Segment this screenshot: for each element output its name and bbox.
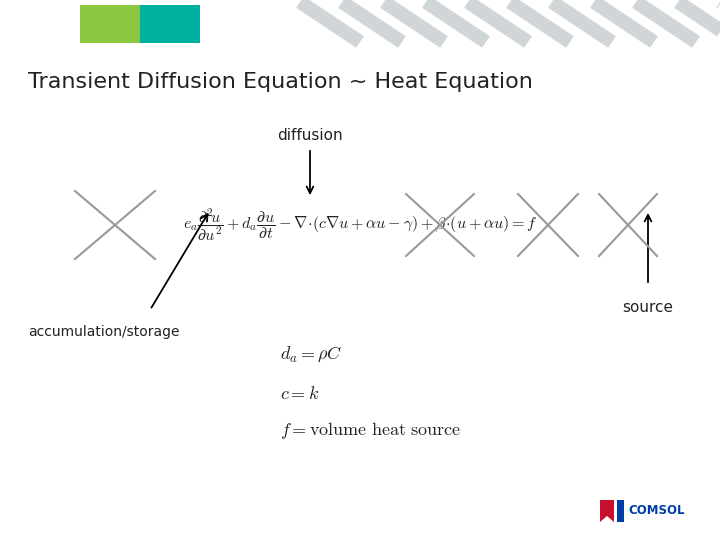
Text: diffusion: diffusion bbox=[277, 128, 343, 143]
Text: Transient Diffusion Equation ~ Heat Equation: Transient Diffusion Equation ~ Heat Equa… bbox=[28, 72, 533, 92]
Text: $e_a\dfrac{\partial^2\! u}{\partial u^2}+d_a\dfrac{\partial u}{\partial t}-\nabl: $e_a\dfrac{\partial^2\! u}{\partial u^2}… bbox=[183, 206, 537, 244]
Bar bbox=[80, 5, 140, 43]
Bar bbox=[140, 5, 200, 43]
Text: $c = k$: $c = k$ bbox=[280, 385, 320, 403]
Text: COMSOL: COMSOL bbox=[628, 504, 685, 517]
Text: source: source bbox=[623, 300, 673, 315]
Text: $f = \mathrm{volume\ heat\ source}$: $f = \mathrm{volume\ heat\ source}$ bbox=[280, 420, 462, 441]
Bar bbox=[617, 500, 624, 522]
Text: $d_a = \rho C$: $d_a = \rho C$ bbox=[280, 345, 343, 364]
Polygon shape bbox=[600, 500, 614, 522]
Text: accumulation/storage: accumulation/storage bbox=[28, 325, 179, 339]
